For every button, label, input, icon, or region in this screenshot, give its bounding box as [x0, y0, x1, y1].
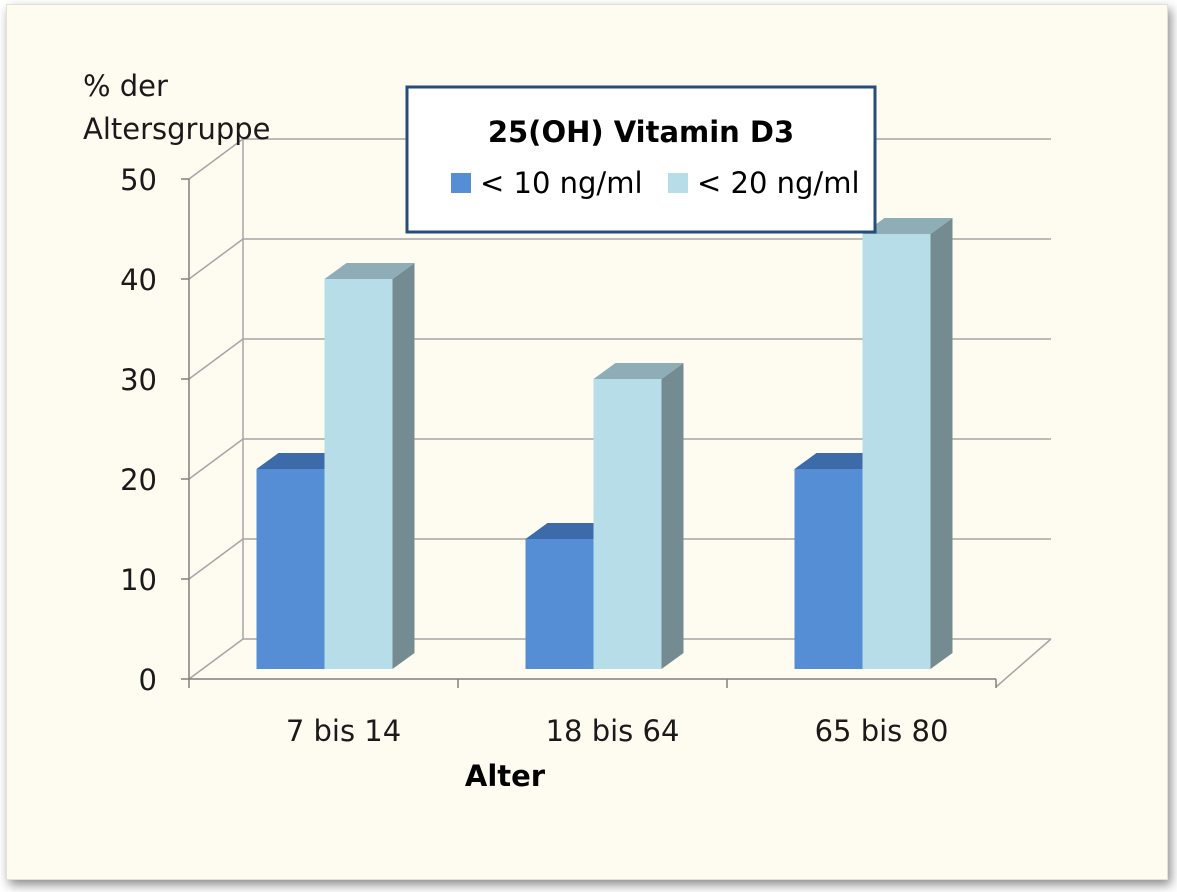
- legend-box: [405, 85, 877, 234]
- x-category-label: 18 bis 64: [546, 714, 680, 748]
- bar-side: [661, 363, 684, 669]
- bar-side: [930, 218, 953, 669]
- y-tick-labels: 0 10 20 30 40 50: [120, 163, 157, 697]
- legend-swatch-1: [668, 173, 688, 193]
- y-tick-label: 0: [139, 663, 157, 697]
- gridline-side: [188, 538, 244, 580]
- gridline-side: [188, 338, 244, 380]
- bar-top: [794, 453, 885, 469]
- legend: 25(OH) Vitamin D3 < 10 ng/ml < 20 ng/ml: [405, 85, 877, 234]
- x-category-labels: 7 bis 14 18 bis 64 65 bis 80: [286, 714, 949, 748]
- bar-lt20: [593, 379, 662, 669]
- legend-title: 25(OH) Vitamin D3: [488, 115, 794, 149]
- bar-lt10: [525, 539, 594, 669]
- gridline-side: [188, 238, 244, 280]
- y-axis-label-line2: Altersgruppe: [83, 112, 271, 146]
- x-category-label: 65 bis 80: [815, 714, 949, 748]
- bar-lt10: [794, 469, 863, 669]
- bar-top: [256, 453, 347, 469]
- legend-swatch-0: [451, 173, 471, 193]
- bar-top: [593, 363, 684, 379]
- y-tick-label: 40: [120, 263, 157, 297]
- bar-lt20: [862, 234, 931, 669]
- bar-side: [392, 263, 415, 669]
- y-tick-label: 10: [120, 563, 157, 597]
- gridline-side: [188, 638, 244, 680]
- chart-svg: 0 10 20 30 40 50 7 bis 14 18 bis 64 65 bis 80 %…: [83, 69, 1052, 793]
- gridline-side: [188, 138, 244, 180]
- y-tick-label: 20: [120, 463, 157, 497]
- y-tick-label: 50: [120, 163, 157, 197]
- bars: [256, 218, 953, 669]
- gridline-side: [188, 438, 244, 480]
- y-axis-label-line1: % der: [83, 69, 168, 103]
- legend-label-0: < 10 ng/ml: [480, 166, 643, 200]
- bar-top: [525, 523, 616, 539]
- x-axis-label: Alter: [465, 759, 546, 793]
- chart-frame: 0 10 20 30 40 50 7 bis 14 18 bis 64 65 bis 80 %…: [6, 4, 1168, 880]
- y-tick-label: 30: [120, 363, 157, 397]
- x-category-label: 7 bis 14: [286, 714, 401, 748]
- floor-edge-right: [995, 638, 1052, 688]
- legend-label-1: < 20 ng/ml: [697, 166, 860, 200]
- bar-lt20: [324, 279, 393, 669]
- bar-top: [324, 263, 415, 279]
- axes: [181, 139, 997, 688]
- bar-top: [862, 218, 953, 234]
- bar-lt10: [256, 469, 325, 669]
